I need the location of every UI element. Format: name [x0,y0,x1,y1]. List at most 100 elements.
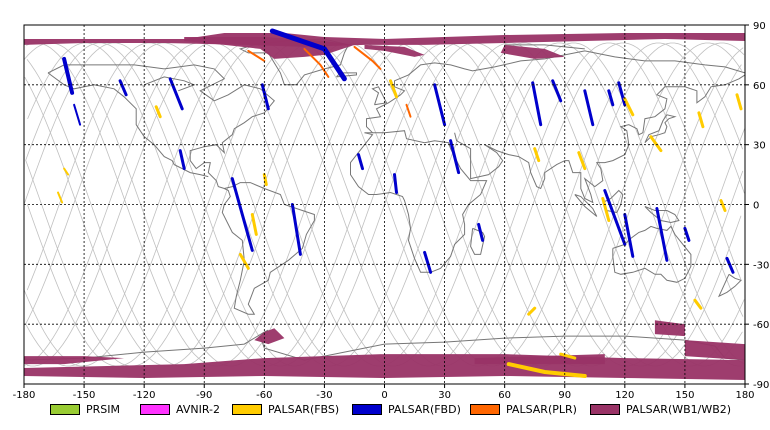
acquisition-strip [290,203,302,256]
legend-label: PALSAR(FBS) [268,402,340,416]
orbit-track [320,42,742,367]
orbit-track [617,42,743,205]
acquisition-strip [303,47,330,78]
palsar-wb-swath [500,44,565,59]
acquisition-strip [73,103,82,126]
orbit-track [23,204,173,367]
coastline [602,189,624,214]
acquisition-strip [389,79,398,99]
y-tick-label: -60 [753,320,769,331]
palsar-wb-swath [364,44,425,57]
coastline [574,194,598,217]
acquisition-strip [649,135,663,153]
acquisition-strips [57,28,743,378]
acquisition-strip [230,177,254,252]
x-tick-label: 0 [381,390,387,401]
acquisition-strip [405,103,412,118]
acquisition-strip [57,191,64,204]
orbit-track [26,42,668,367]
x-tick-label: -120 [133,390,156,401]
x-tick-label: -60 [256,390,272,401]
graticule [24,25,745,384]
orbit-track [23,42,742,367]
palsar-wb-swath [654,320,685,337]
legend-label: PALSAR(FBD) [388,402,461,416]
acquisition-strip [531,81,543,127]
orbit-track [25,159,223,367]
legend-item-palsar-fbd: PALSAR(FBD) [352,402,461,416]
x-tick-label: -30 [316,390,332,401]
orbit-track [25,204,74,325]
x-tick-label: -180 [13,390,36,401]
acquisition-strip [449,139,461,175]
acquisition-strip [577,151,587,171]
acquisition-strip [527,306,537,316]
coastline [717,273,742,298]
orbit-track [24,42,322,367]
legend-swatch [352,403,382,415]
acquisition-strip [655,207,669,262]
legend-item-palsar-wb: PALSAR(WB1/WB2) [590,402,731,416]
acquisition-strip [260,83,270,111]
orbit-track [26,204,124,367]
acquisition-strip [168,77,184,111]
y-tick-label: -90 [753,380,769,391]
acquisition-strip [601,197,611,222]
x-tick-label: 150 [675,390,694,401]
acquisition-strip [607,89,615,107]
coastline [470,227,486,255]
coastline [350,130,488,273]
x-tick-label: -150 [73,390,96,401]
acquisition-strip [423,250,433,274]
y-tick-label: 30 [753,141,766,152]
acquisition-strip [551,79,563,103]
acquisition-strip [393,173,398,194]
orbit-track [27,42,717,367]
acquisition-strip [247,49,266,62]
acquisition-strip [697,111,705,129]
orbit-track [468,42,742,367]
legend-swatch [470,403,500,415]
legend-label: PALSAR(PLR) [506,402,577,416]
acquisition-strip [154,105,162,119]
acquisition-strip [178,149,186,171]
x-tick-label: 90 [558,390,571,401]
orbit-track [25,42,371,367]
acquisition-strip [353,45,382,70]
orbit-track [666,47,744,205]
acquisition-strip [238,252,250,270]
orbit-track [122,42,744,367]
legend: PRSIM AVNIR-2 PALSAR(FBS) PALSAR(FBD) PA… [50,402,750,420]
acquisition-strip [603,189,627,246]
acquisition-strip [693,298,703,310]
legend-item-palsar-fbs: PALSAR(FBS) [232,402,339,416]
coastline [612,225,692,283]
coastline [504,44,585,50]
acquisition-strip [559,352,577,360]
orbit-track [567,42,745,205]
legend-item-prsim: PRSIM [50,402,120,416]
palsar-wb-swath [24,33,745,47]
longitude-tick-labels: -180 -150 -120 -90 -60 -30 0 30 60 90 120 150 180 [13,384,755,401]
legend-swatch [232,403,262,415]
y-tick-label: 0 [753,201,759,212]
acquisition-strip [63,167,70,176]
acquisition-strip [623,97,635,117]
x-tick-label: 120 [615,390,634,401]
latitude-tick-labels: 90 60 30 0 -30 -60 -90 [745,21,769,391]
acquisition-strip [250,213,258,236]
x-tick-label: -90 [196,390,212,401]
legend-swatch [140,403,170,415]
acquisition-strip [269,28,347,82]
coastline [644,206,680,224]
x-tick-label: 180 [735,390,754,401]
palsar-wb-swath [684,340,745,361]
acquisition-strip [623,213,635,258]
acquisition-strip [725,256,735,274]
coastline [644,114,677,144]
palsar-wb-swath [254,328,285,345]
acquisition-strip [533,147,541,163]
coastline [454,74,746,204]
y-tick-label: -30 [753,260,769,271]
